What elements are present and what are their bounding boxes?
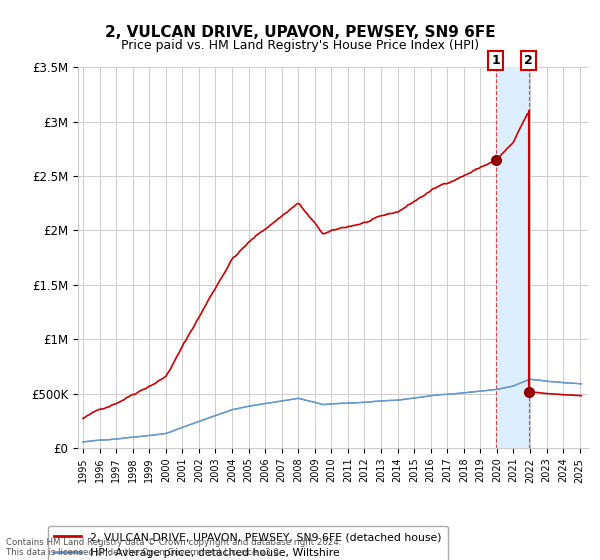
Text: Contains HM Land Registry data © Crown copyright and database right 2024.
This d: Contains HM Land Registry data © Crown c…: [6, 538, 341, 557]
Text: 1: 1: [491, 54, 500, 67]
Bar: [496, 67, 529, 448]
Text: Price paid vs. HM Land Registry's House Price Index (HPI): Price paid vs. HM Land Registry's House …: [121, 39, 479, 52]
Text: 2: 2: [524, 54, 533, 67]
Text: 2, VULCAN DRIVE, UPAVON, PEWSEY, SN9 6FE: 2, VULCAN DRIVE, UPAVON, PEWSEY, SN9 6FE: [104, 25, 496, 40]
Legend: 2, VULCAN DRIVE, UPAVON, PEWSEY, SN9 6FE (detached house), HPI: Average price, d: 2, VULCAN DRIVE, UPAVON, PEWSEY, SN9 6FE…: [48, 526, 448, 560]
